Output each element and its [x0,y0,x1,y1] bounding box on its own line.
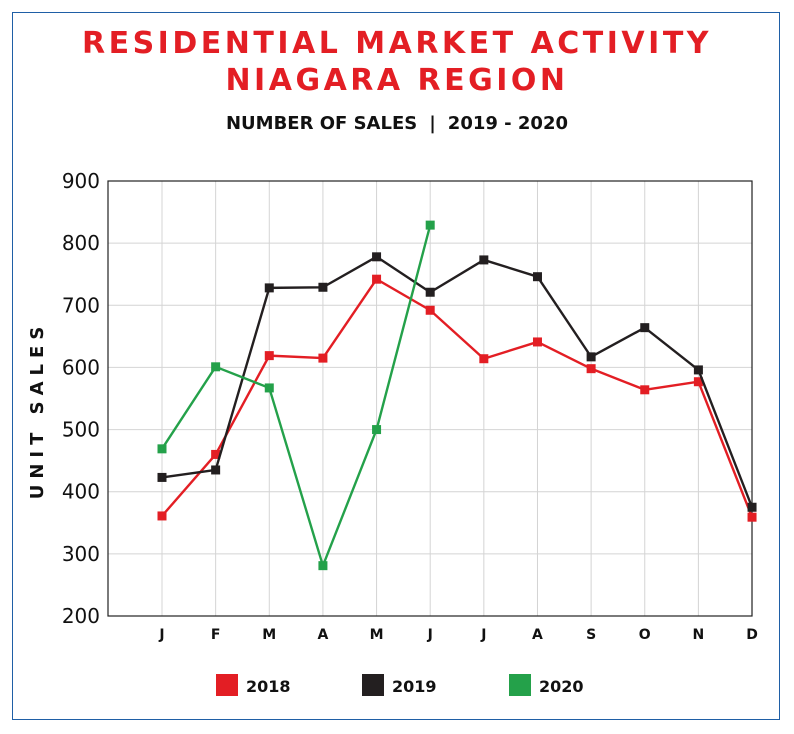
legend-label: 2019 [392,677,437,696]
y-tick-label: 700 [62,293,100,317]
legend-label: 2018 [246,677,291,696]
data-point [747,512,757,522]
data-point [532,272,542,282]
legend-item-2018: 2018 [216,674,291,696]
chart-title-line-2: NIAGARA REGION [225,63,569,98]
y-tick-label: 200 [62,604,100,628]
data-point [211,465,221,475]
data-point [264,351,274,361]
data-point [318,282,328,292]
data-point [318,561,328,571]
data-point [693,377,703,387]
series-2018 [157,274,757,522]
series-2019 [157,252,757,512]
y-tick-label: 800 [62,231,100,255]
x-tick-label: A [532,627,543,643]
data-point [264,383,274,393]
data-point [479,255,489,265]
data-point [532,337,542,347]
x-tick-label: J [427,627,433,643]
subtitle-separator: | [429,113,436,134]
data-point [425,220,435,230]
legend: 2018 2019 2020 [216,674,584,696]
data-point [157,511,167,521]
data-point [211,449,221,459]
chart-subtitle: NUMBER OF SALES | 2019 - 2020 [0,113,794,134]
chart-frame [12,12,780,720]
series-line [161,255,754,508]
y-axis-label: UNIT SALES [27,321,48,500]
legend-item-2019: 2019 [362,674,437,696]
data-point [264,283,274,293]
data-point [747,502,757,512]
plot-area [107,180,753,617]
data-point [211,362,221,372]
data-point [586,364,596,374]
legend-label: 2020 [539,677,584,696]
data-point [318,353,328,363]
legend-swatch [362,674,384,696]
x-tick-label: O [639,627,651,643]
data-point [640,385,650,395]
series-line [161,277,754,518]
x-tick-label: M [370,627,384,643]
x-tick-label: A [317,627,328,643]
legend-item-2020: 2020 [509,674,584,696]
data-point [157,472,167,482]
data-point [693,365,703,375]
data-point [425,305,435,315]
data-point [479,354,489,364]
y-tick-label: 900 [62,169,100,193]
legend-swatch [509,674,531,696]
data-point [640,323,650,333]
data-point [372,425,382,435]
x-tick-label: J [158,627,164,643]
series-group [157,220,757,571]
chart-title: RESIDENTIAL MARKET ACTIVITY [81,26,713,61]
y-tick-label: 600 [62,355,100,379]
data-point [157,444,167,454]
y-axis: 200 300 400 500 600 700 800 900 [62,169,100,628]
x-tick-label: N [693,627,705,643]
x-tick-label: M [262,627,276,643]
data-point [372,274,382,284]
gridlines [108,180,753,617]
x-tick-label: S [586,627,596,643]
y-tick-label: 500 [62,418,100,442]
x-tick-label: J [480,627,486,643]
data-point [372,252,382,262]
series-2020 [157,220,435,571]
y-tick-label: 300 [62,542,100,566]
x-tick-label: D [746,627,758,643]
data-point [586,352,596,362]
x-tick-label: F [211,627,221,643]
subtitle-right: 2019 - 2020 [447,113,568,134]
legend-swatch [216,674,238,696]
data-point [425,287,435,297]
y-tick-label: 400 [62,480,100,504]
series-line [160,224,432,567]
subtitle-left: NUMBER OF SALES [225,113,418,134]
